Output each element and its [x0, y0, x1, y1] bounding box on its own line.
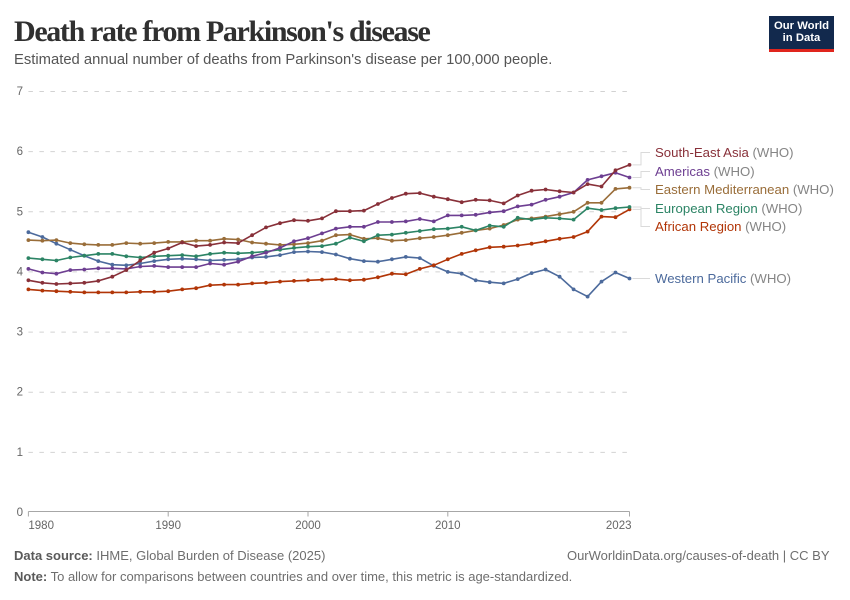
- svg-text:Americas (WHO): Americas (WHO): [655, 164, 755, 179]
- svg-text:1980: 1980: [28, 520, 54, 532]
- svg-text:Western Pacific (WHO): Western Pacific (WHO): [655, 271, 791, 286]
- svg-text:3: 3: [17, 327, 23, 339]
- svg-text:2010: 2010: [435, 520, 461, 532]
- svg-text:5: 5: [17, 206, 23, 218]
- svg-text:4: 4: [17, 266, 24, 278]
- svg-text:6: 6: [17, 146, 23, 158]
- svg-text:0: 0: [17, 507, 23, 519]
- svg-text:1: 1: [17, 447, 23, 459]
- svg-text:2023: 2023: [606, 520, 632, 532]
- svg-text:2000: 2000: [295, 520, 321, 532]
- svg-text:South-East Asia (WHO): South-East Asia (WHO): [655, 145, 794, 160]
- svg-text:African Region (WHO): African Region (WHO): [655, 219, 786, 234]
- svg-text:7: 7: [17, 86, 23, 98]
- svg-text:2: 2: [17, 387, 23, 399]
- svg-text:1990: 1990: [155, 520, 181, 532]
- svg-text:Eastern Mediterranean (WHO): Eastern Mediterranean (WHO): [655, 182, 834, 197]
- svg-text:European Region (WHO): European Region (WHO): [655, 201, 802, 216]
